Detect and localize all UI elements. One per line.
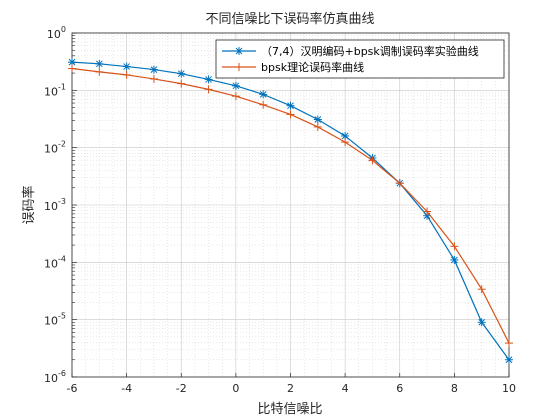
- data-point: [505, 355, 513, 364]
- data-point: [313, 122, 322, 131]
- x-tick-label: 6: [396, 382, 403, 395]
- y-tick-label: 10-1: [44, 82, 66, 98]
- y-tick-label: 10-6: [44, 369, 66, 385]
- y-axis-title: 误码率: [21, 185, 37, 224]
- x-tick-label: 4: [342, 382, 349, 395]
- x-axis-title: 比特信噪比: [257, 402, 322, 417]
- x-tick-label: -6: [67, 382, 78, 395]
- axis-ticks: [71, 32, 510, 378]
- data-point: [231, 92, 240, 101]
- x-tick-label: 2: [287, 382, 294, 395]
- data-point: [286, 101, 295, 110]
- data-point: [177, 69, 186, 78]
- legend-label: bpsk理论误码率曲线: [261, 60, 364, 74]
- y-tick-label: 10-4: [44, 254, 66, 270]
- data-point: [450, 255, 459, 264]
- data-point: [368, 156, 377, 165]
- data-point: [95, 59, 104, 68]
- data-point: [122, 70, 131, 79]
- data-point: [204, 75, 213, 84]
- data-point: [423, 207, 432, 216]
- legend: （7,4）汉明编码+bpsk调制误码率实验曲线 bpsk理论误码率曲线: [215, 39, 505, 79]
- legend-box: [215, 39, 505, 79]
- data-point: [68, 64, 76, 73]
- legend-label: （7,4）汉明编码+bpsk调制误码率实验曲线: [261, 44, 479, 58]
- y-tick-label: 10-5: [44, 312, 66, 328]
- data-point: [450, 242, 459, 251]
- legend-marker: [235, 47, 243, 55]
- y-tick-label: 100: [47, 25, 66, 41]
- x-tick-label: 8: [451, 382, 458, 395]
- data-point: [286, 110, 295, 119]
- data-point: [341, 131, 350, 140]
- data-point: [177, 79, 186, 88]
- chart-title: 不同信噪比下误码率仿真曲线: [205, 11, 374, 27]
- x-tick-label: 0: [232, 382, 239, 395]
- data-point: [313, 115, 322, 124]
- x-tick-label: -2: [176, 382, 187, 395]
- data-point: [259, 100, 268, 109]
- data-point: [231, 81, 240, 90]
- series-2: [68, 64, 513, 348]
- data-point: [95, 67, 104, 76]
- data-point: [505, 339, 513, 348]
- data-point: [122, 62, 131, 71]
- data-point: [149, 65, 158, 74]
- x-tick-labels: -6 -4 -2 0 2 4 6 8 10: [67, 382, 516, 395]
- x-tick-label: 10: [502, 382, 516, 395]
- y-tick-labels: 100 10-1 10-2 10-3 10-4 10-5 10-6: [44, 25, 66, 385]
- data-point: [149, 74, 158, 83]
- legend-entry-1: （7,4）汉明编码+bpsk调制误码率实验曲线: [222, 44, 479, 58]
- series-group: [68, 58, 513, 364]
- legend-entry-2: bpsk理论误码率曲线: [222, 60, 364, 74]
- data-point: [477, 285, 486, 294]
- y-tick-label: 10-2: [44, 140, 66, 156]
- y-tick-label: 10-3: [44, 197, 66, 213]
- data-point: [204, 85, 213, 94]
- data-point: [395, 179, 404, 188]
- legend-marker: [235, 63, 243, 71]
- x-tick-label: -4: [121, 382, 132, 395]
- data-point: [477, 318, 486, 327]
- data-point: [341, 138, 350, 147]
- data-point: [259, 90, 268, 99]
